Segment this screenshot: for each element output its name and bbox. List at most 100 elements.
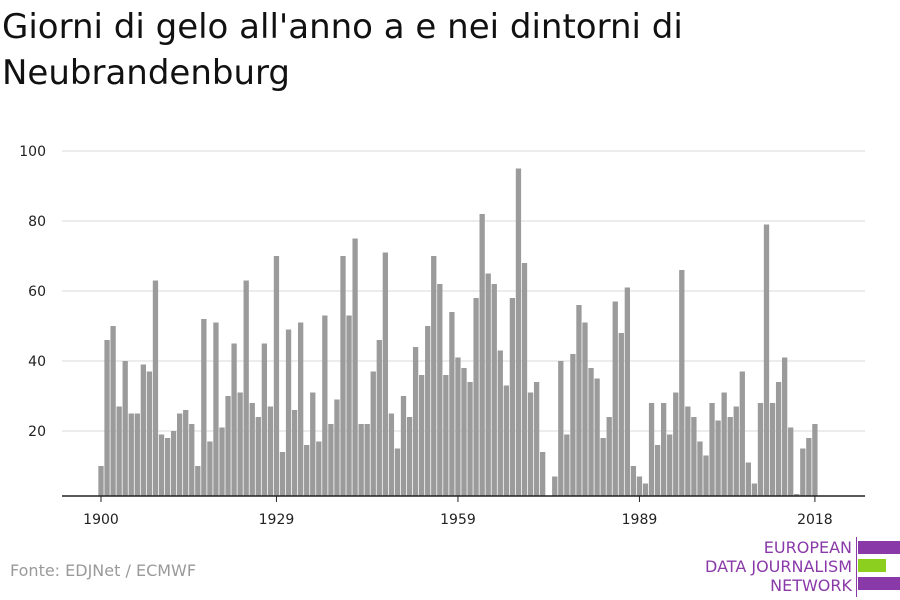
bar-1965 [491, 284, 497, 496]
bar-1920 [219, 427, 225, 496]
logo-bar-top [858, 541, 900, 554]
bar-1929 [273, 256, 280, 496]
bar-1968 [509, 298, 516, 496]
bar-1985 [612, 301, 618, 496]
bar-1980 [582, 322, 588, 496]
bar-1996 [679, 270, 685, 496]
chart-title: Giorni di gelo all'anno a e nei dintorni… [2, 7, 683, 93]
bar-2010 [763, 224, 770, 496]
bar-1922 [231, 343, 237, 496]
logo-text-line-2: DATA JOURNALISM [705, 557, 852, 576]
bar-1936 [316, 441, 322, 496]
bar-2009 [757, 403, 764, 496]
bar-1960 [461, 368, 467, 496]
bar-1958 [449, 312, 455, 496]
bar-1971 [527, 392, 534, 496]
x-axis-tick-labels: 1900 1929 1959 1989 2018 [83, 512, 833, 528]
x-axis [62, 495, 865, 502]
x-tick-label-1959: 1959 [440, 512, 476, 528]
bar-1975 [552, 476, 558, 496]
bar-2001 [709, 403, 715, 496]
bar-1921 [225, 396, 231, 496]
bar-1913 [177, 413, 183, 496]
bar-2004 [727, 417, 733, 496]
bar-2002 [715, 420, 721, 496]
bar-1901 [104, 340, 110, 496]
y-tick-label-80: 80 [28, 214, 46, 230]
y-tick-label-40: 40 [28, 354, 46, 370]
bar-1978 [570, 354, 576, 496]
bar-1925 [249, 403, 255, 496]
bar-1970 [521, 263, 528, 496]
bar-1984 [606, 417, 612, 496]
bar-1954 [425, 326, 431, 496]
bar-1981 [588, 368, 594, 496]
bar-1979 [576, 305, 582, 496]
bar-1909 [152, 280, 159, 496]
bar-1955 [431, 256, 437, 496]
bar-1910 [158, 434, 165, 496]
bar-1943 [358, 424, 364, 496]
logo-divider [856, 537, 857, 597]
bar-2017 [806, 438, 812, 496]
bar-1933 [298, 322, 304, 496]
y-tick-label-20: 20 [28, 424, 46, 440]
bar-1990 [642, 483, 649, 496]
bar-1950 [400, 396, 407, 496]
bar-1937 [322, 315, 328, 496]
bar-1944 [364, 424, 370, 496]
bar-1995 [673, 392, 679, 496]
bar-1949 [394, 448, 401, 496]
bar-1963 [479, 214, 485, 496]
bar-1994 [667, 434, 673, 496]
bar-2013 [782, 357, 788, 496]
bar-1930 [279, 452, 286, 496]
bar-1918 [207, 441, 213, 496]
bar-1987 [624, 287, 630, 496]
y-axis-tick-labels: 20 40 60 80 100 [19, 144, 46, 440]
bar-1977 [564, 434, 570, 496]
bar-2003 [721, 392, 727, 496]
bar-1919 [213, 322, 219, 496]
bars [98, 168, 818, 496]
bar-1927 [261, 343, 267, 496]
bar-1997 [685, 406, 691, 496]
bar-2018 [812, 424, 818, 496]
bar-1948 [388, 413, 395, 496]
bar-1938 [328, 424, 334, 496]
bar-2008 [751, 483, 758, 496]
bar-1976 [558, 361, 564, 496]
bar-1902 [110, 326, 116, 496]
bar-1932 [291, 410, 298, 496]
bar-1964 [485, 273, 491, 496]
bar-2012 [775, 382, 782, 496]
logo-bar-bottom [858, 577, 900, 590]
bar-2016 [800, 448, 806, 496]
bar-1934 [304, 445, 310, 496]
bar-1986 [618, 333, 624, 496]
bar-1905 [128, 413, 134, 496]
bar-1983 [600, 438, 606, 496]
bar-1988 [630, 466, 637, 496]
bar-1992 [654, 445, 661, 496]
bar-1926 [255, 417, 261, 496]
bar-1982 [594, 378, 600, 496]
bar-1924 [243, 280, 249, 496]
y-tick-label-100: 100 [19, 144, 46, 160]
bar-1917 [201, 319, 207, 496]
bar-1998 [691, 417, 697, 496]
logo-text-line-1: EUROPEAN [763, 538, 852, 557]
bar-1915 [189, 424, 195, 496]
x-tick-label-1989: 1989 [622, 512, 658, 528]
bar-1967 [503, 385, 509, 496]
bar-1931 [285, 329, 292, 496]
bar-2011 [769, 403, 776, 496]
bar-1991 [648, 403, 655, 496]
bar-1935 [310, 392, 316, 496]
bar-1952 [412, 347, 419, 496]
bar-2000 [703, 455, 709, 496]
bar-1972 [533, 382, 540, 496]
x-tick-label-2018: 2018 [797, 512, 833, 528]
bar-2006 [739, 371, 745, 496]
